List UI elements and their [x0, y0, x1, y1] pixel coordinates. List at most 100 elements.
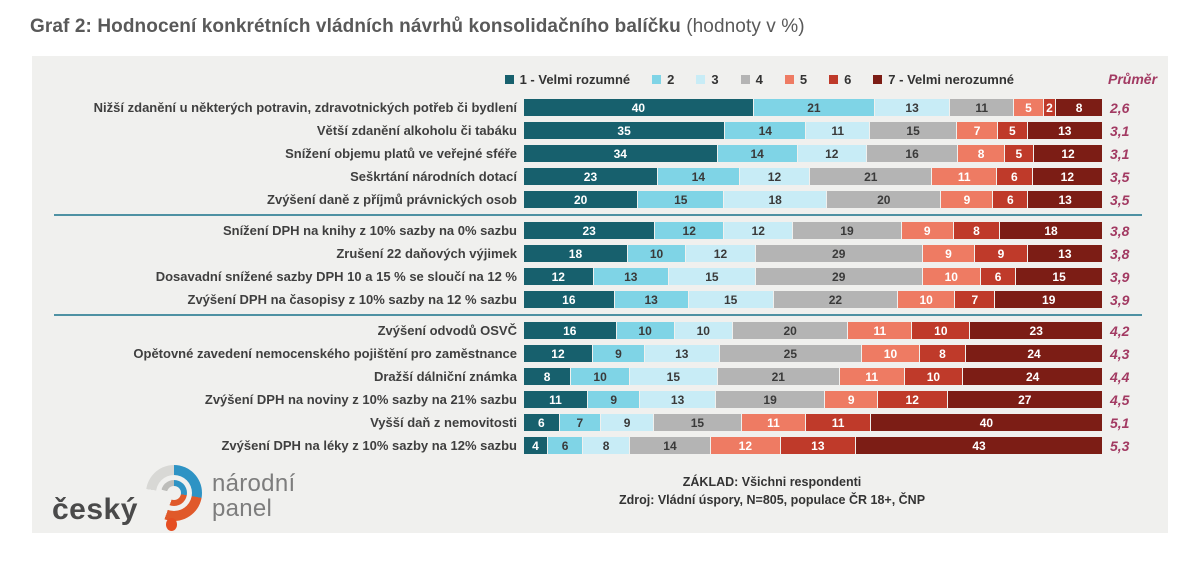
bar-segment-6: 8 [953, 222, 1000, 239]
stacked-bar: 40 21 13 11 5 2 8 [524, 99, 1102, 116]
bar-segment-5: 8 [958, 145, 1004, 162]
stacked-bar: 11 9 13 19 9 12 27 [524, 391, 1102, 408]
bar-segment-7: 24 [963, 368, 1102, 385]
segment-value: 34 [613, 146, 627, 161]
stacked-bar: 34 14 12 16 8 5 12 [524, 145, 1102, 162]
segment-value: 15 [690, 415, 705, 430]
segment-value: 21 [864, 169, 878, 184]
footer-note: ZÁKLAD: Všichni respondenti Zdroj: Vládn… [462, 473, 1082, 509]
bar-segment-6: 5 [1004, 145, 1034, 162]
row-average: 2,6 [1110, 99, 1130, 116]
bar-segment-2: 7 [559, 414, 601, 431]
bar-segment-2: 6 [547, 437, 583, 454]
segment-value: 15 [724, 292, 738, 307]
logo: český národní panel [52, 465, 295, 531]
stacked-bar: 4 6 8 14 12 13 43 [524, 437, 1103, 454]
row-label: Nižší zdanění u některých potravin, zdra… [93, 100, 517, 115]
segment-value: 9 [963, 192, 971, 207]
legend-swatch-icon [504, 74, 514, 84]
segment-value: 14 [691, 169, 706, 184]
legend-item-3: 3 [696, 71, 719, 87]
legend-item-label: 3 [711, 71, 719, 87]
logo-word-panel: panel [211, 495, 273, 522]
bar-segment-5: 9 [825, 391, 877, 408]
bar-segment-7: 23 [970, 322, 1103, 339]
row-label: Zvýšení DPH na noviny z 10% sazby na 21%… [204, 392, 517, 407]
bar-segment-1: 34 [524, 145, 717, 162]
segment-value: 5 [1025, 100, 1032, 115]
bar-segment-6: 10 [912, 322, 970, 339]
bar-segment-2: 13 [593, 268, 668, 285]
segment-value: 11 [975, 100, 989, 115]
segment-value: 7 [576, 415, 584, 430]
bar-segment-1: 12 [524, 345, 592, 362]
segment-value: 6 [537, 415, 545, 430]
bar-segment-4: 16 [866, 145, 958, 162]
segment-value: 24 [1027, 346, 1041, 361]
bar-segment-6: 11 [806, 414, 870, 431]
segment-value: 15 [1052, 269, 1066, 284]
row-average: 4,2 [1110, 322, 1130, 339]
bar-segment-2: 21 [753, 99, 874, 116]
legend-swatch-icon [829, 74, 839, 84]
row-average: 5,3 [1110, 437, 1130, 454]
bar-segment-3: 12 [724, 222, 793, 239]
bar-segment-1: 40 [524, 99, 753, 116]
bar-segment-1: 4 [524, 437, 547, 454]
bar-segment-2: 14 [725, 122, 806, 139]
bar-segment-2: 10 [627, 245, 686, 262]
segment-value: 15 [906, 123, 920, 138]
bar-segment-2: 15 [638, 191, 724, 208]
segment-value: 15 [666, 369, 681, 384]
segment-value: 6 [994, 269, 1002, 284]
bar-segment-5: 10 [862, 345, 919, 362]
segment-value: 10 [638, 323, 652, 338]
segment-value: 13 [675, 346, 689, 361]
chart-row: Vyšší daň z nemovitosti 6 7 9 15 11 11 40 5,1 [32, 411, 1168, 434]
segment-value: 5 [1009, 123, 1016, 138]
segment-value: 10 [649, 246, 664, 261]
segment-value: 10 [926, 369, 941, 384]
segment-value: 8 [973, 223, 980, 238]
legend: 1 - Velmi rozumné 2 3 4 5 6 7 - Velmi nerozumn… [32, 56, 1168, 96]
bar-segment-3: 8 [583, 437, 629, 454]
bar-segment-5: 9 [922, 245, 975, 262]
chart-footer-area: český národní panel ZÁKLAD: Všichni resp… [32, 459, 1168, 533]
chart-row: Seškrtání národních dotací 23 14 12 21 11 6 12 3… [32, 165, 1168, 188]
segment-value: 15 [705, 269, 719, 284]
chart-row: Zvýšení daně z příjmů právnických osob 20… [32, 188, 1168, 211]
row-label: Dosavadní snížené sazby DPH 10 a 15 % se… [155, 269, 517, 284]
segment-value: 16 [905, 146, 919, 161]
segment-value: 14 [663, 438, 677, 453]
chart-row: Zvýšení DPH na noviny z 10% sazby na 21%… [32, 388, 1168, 411]
row-label: Vyšší daň z nemovitosti [370, 415, 517, 430]
segment-value: 15 [674, 192, 688, 207]
bar-segment-7: 12 [1032, 168, 1102, 185]
segment-value: 13 [1058, 192, 1072, 207]
bar-segment-4: 21 [717, 368, 839, 385]
segment-value: 9 [923, 223, 931, 238]
stacked-bar: 16 13 15 22 10 7 19 [524, 291, 1102, 308]
legend-item-label: 7 - Velmi nerozumné [888, 71, 1014, 87]
segment-value: 12 [1060, 169, 1075, 184]
chart-title: Graf 2: Hodnocení konkrétních vládních n… [0, 0, 1200, 38]
chart-row: Opětovné zavedení nemocenského pojištění… [32, 342, 1168, 365]
bar-segment-4: 20 [827, 191, 941, 208]
segment-value: 13 [644, 292, 658, 307]
bar-segment-1: 20 [524, 191, 638, 208]
segment-value: 19 [840, 223, 854, 238]
bar-segment-5: 11 [839, 368, 904, 385]
segment-value: 13 [1058, 246, 1072, 261]
bar-segment-3: 12 [797, 145, 866, 162]
bar-segment-7: 13 [1027, 122, 1102, 139]
segment-value: 10 [883, 346, 898, 361]
bar-segment-6: 5 [998, 122, 1027, 139]
chart-row: Dražší dálniční známka 8 10 15 21 11 10 24 4,4 [32, 365, 1168, 388]
bar-segment-6: 2 [1043, 99, 1056, 116]
segment-value: 8 [1075, 100, 1083, 115]
segment-value: 11 [957, 169, 971, 184]
segment-value: 11 [831, 415, 845, 430]
row-label: Snížení objemu platů ve veřejné sféře [285, 146, 517, 161]
stacked-bar: 12 9 13 25 10 8 24 [524, 345, 1102, 362]
row-label: Větší zdanění alkoholu či tabáku [316, 123, 517, 138]
